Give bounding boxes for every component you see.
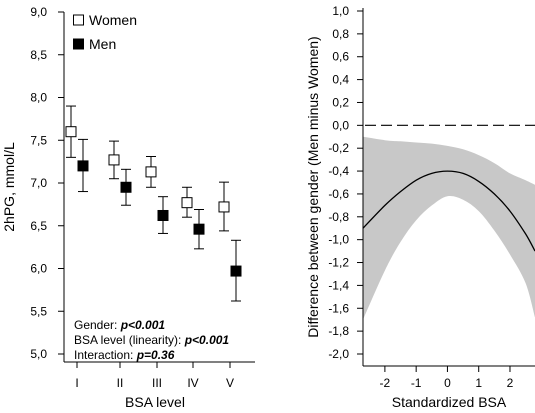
point-men xyxy=(157,209,169,221)
left-x-tick-label: II xyxy=(117,376,124,390)
right-x-tick-label: 0 xyxy=(444,376,451,390)
annotation-gender-label: Gender: xyxy=(74,318,121,332)
legend-label-men: Men xyxy=(89,36,116,52)
left-x-tick-label: I xyxy=(75,376,78,390)
point-women xyxy=(65,126,77,138)
right-y-tick-label: -1,4 xyxy=(328,278,349,292)
point-men xyxy=(193,223,205,235)
right-y-tick-label: -0,2 xyxy=(328,141,349,155)
left-x-ticks: I II III IV V xyxy=(75,362,234,390)
left-y-tick-label: 9,0 xyxy=(30,5,47,19)
right-chart-panel: -2,0 -1,8 -1,6 -1,4 -1,2 -1,0 -0,8 -0,6 -0,4 -0,2… xyxy=(305,4,535,410)
right-x-ticks: -2 -1 0 1 2 xyxy=(380,366,514,390)
left-y-tick-label: 5,0 xyxy=(30,347,47,361)
annotation-linearity-value: p<0.001 xyxy=(184,333,230,347)
right-x-axis-label: Standardized BSA xyxy=(392,394,507,410)
right-x-tick-label: 1 xyxy=(475,376,482,390)
legend-marker-men xyxy=(73,38,84,50)
right-y-tick-label: 0,6 xyxy=(332,50,349,64)
right-x-tick-label: -2 xyxy=(380,376,391,390)
right-y-tick-label: -2,0 xyxy=(328,347,349,361)
left-y-ticks: 5,0 5,5 6,0 6,5 7,0 7,5 8,0 8,5 9,0 xyxy=(30,5,64,361)
right-x-tick-label: 2 xyxy=(507,376,514,390)
left-y-tick-label: 8,0 xyxy=(30,91,47,105)
point-men xyxy=(77,160,89,172)
point-women xyxy=(145,166,157,178)
legend-label-women: Women xyxy=(89,12,137,28)
right-y-tick-label: -0,8 xyxy=(328,210,349,224)
legend-marker-women xyxy=(73,14,84,26)
right-y-tick-label: 0,8 xyxy=(332,27,349,41)
left-error-bars xyxy=(66,105,241,302)
annotation-interaction-value: p=0.36 xyxy=(136,348,175,362)
point-women xyxy=(108,154,120,166)
left-points xyxy=(65,126,242,277)
left-x-tick-label: V xyxy=(226,376,234,390)
annotation-linearity: BSA level (linearity): p<0.001 xyxy=(74,333,229,347)
confidence-band xyxy=(363,136,535,320)
point-men xyxy=(120,181,132,193)
right-y-tick-label: -0,6 xyxy=(328,187,349,201)
annotation-gender: Gender: p<0.001 xyxy=(74,318,165,332)
point-women xyxy=(218,201,230,213)
left-y-tick-label: 5,5 xyxy=(30,304,47,318)
point-women xyxy=(181,197,193,209)
left-y-tick-label: 6,0 xyxy=(30,262,47,276)
right-y-tick-label: 0,0 xyxy=(332,118,349,132)
right-y-tick-label: -1,6 xyxy=(328,301,349,315)
right-y-tick-label: 0,4 xyxy=(332,73,349,87)
right-y-tick-label: -1,0 xyxy=(328,233,349,247)
annotation-interaction-label: Interaction: xyxy=(74,348,137,362)
left-y-tick-label: 7,0 xyxy=(30,176,47,190)
left-x-axis-label: BSA level xyxy=(125,394,185,410)
right-y-axis-label: Difference between gender (Men minus Wom… xyxy=(305,36,321,337)
legend: Women Men xyxy=(73,12,137,52)
left-y-tick-label: 8,5 xyxy=(30,48,47,62)
right-y-ticks: -2,0 -1,8 -1,6 -1,4 -1,2 -1,0 -0,8 -0,6 -0,4 -0,2… xyxy=(328,4,363,361)
estimate-curve xyxy=(362,170,535,252)
right-y-tick-label: -0,4 xyxy=(328,164,349,178)
right-y-tick-label: -1,8 xyxy=(328,324,349,338)
left-chart-panel: 5,05,56,06,57,07,58,08,59,0 I II III IV V Wo… xyxy=(1,5,255,410)
left-x-tick-label: III xyxy=(152,376,162,390)
annotations: Gender: p<0.001 BSA level (linearity): p… xyxy=(74,318,229,362)
left-y-axis-label: 2hPG, mmol/L xyxy=(1,142,17,232)
left-y-tick-label: 6,5 xyxy=(30,219,47,233)
annotation-gender-value: p<0.001 xyxy=(120,318,166,332)
annotation-interaction: Interaction: p=0.36 xyxy=(74,348,175,362)
left-y-tick-label: 7,5 xyxy=(30,133,47,147)
annotation-linearity-label: BSA level (linearity): xyxy=(74,333,185,347)
right-y-tick-label: -1,2 xyxy=(328,256,349,270)
right-x-tick-label: -1 xyxy=(411,376,422,390)
left-x-tick-label: IV xyxy=(187,376,198,390)
right-y-tick-label: 0,2 xyxy=(332,95,349,109)
point-men xyxy=(230,265,242,277)
right-y-tick-label: 1,0 xyxy=(332,4,349,18)
